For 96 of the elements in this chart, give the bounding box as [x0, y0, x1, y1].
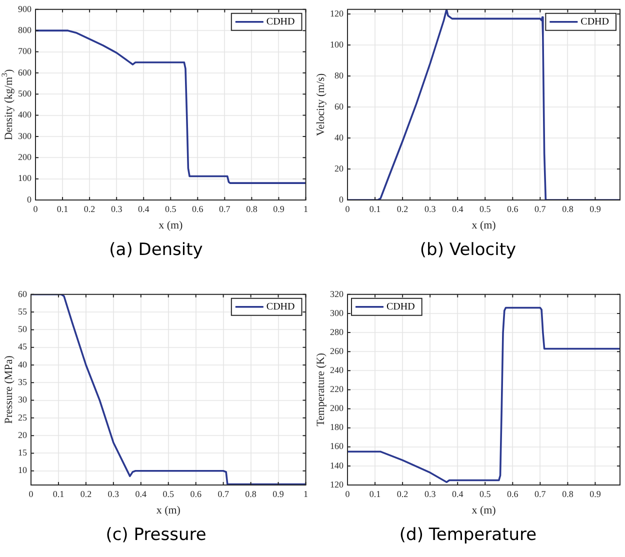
y-tick-label: 240 [330, 365, 344, 375]
y-tick-label: 60 [334, 101, 344, 112]
text: (b) Velocity [418, 240, 518, 260]
y-tick-label: 600 [18, 67, 32, 78]
y-tick-label: 120 [330, 479, 344, 490]
x-tick-label: 0.8 [245, 488, 257, 499]
y-tick-label: 15 [18, 448, 28, 458]
x-tick-label: 0 [33, 204, 38, 214]
x-tick-label: 0.2 [396, 488, 408, 499]
y-tick-label: 80 [334, 70, 344, 80]
y-tick-label: 900 [18, 4, 32, 14]
y-tick-label: 280 [330, 326, 344, 337]
x-tick-label: 0.1 [56, 204, 68, 214]
y-tick-label: 30 [18, 394, 28, 405]
y-tick-label: 25 [18, 412, 28, 422]
x-tick-label: 0.7 [534, 204, 546, 214]
y-tick-label: 160 [330, 441, 344, 452]
x-tick-label: 0.3 [424, 488, 436, 499]
y-tick-label: 320 [330, 288, 344, 299]
x-tick-label: 0 [345, 204, 350, 214]
y-tick-label: 260 [330, 346, 344, 356]
text: (d) Temperature [398, 525, 538, 545]
text: (c) Pressure [104, 525, 208, 545]
y-axis-title: Velocity (m/s) [314, 73, 327, 136]
x-tick-label: 0.6 [507, 204, 519, 214]
x-tick-label: 0.3 [424, 204, 436, 214]
text: (a) Density [108, 240, 204, 260]
x-tick-label: 0.9 [273, 204, 285, 214]
x-tick-label: 0.4 [138, 204, 150, 214]
x-tick-label: 0 [345, 488, 350, 499]
legend-label: CDHD [266, 302, 295, 313]
y-tick-label: 60 [18, 288, 28, 299]
y-tick-label: 10 [18, 465, 28, 476]
x-tick-label: 0.4 [452, 204, 464, 214]
legend-label: CDHD [266, 16, 295, 28]
y-tick-label: 20 [18, 430, 28, 440]
x-axis-title: x (m) [472, 219, 496, 232]
x-tick-label: 0.6 [192, 204, 204, 214]
x-tick-label: 0.9 [590, 488, 602, 499]
y-tick-label: 220 [330, 384, 344, 394]
x-tick-label: 0.5 [165, 204, 177, 214]
x-tick-label: 0.3 [110, 204, 123, 214]
x-tick-label: 0.3 [108, 488, 120, 499]
x-tick-label: 0.9 [272, 488, 284, 499]
y-tick-label: 0 [27, 194, 32, 204]
x-tick-label: 0.2 [84, 204, 96, 214]
x-tick-label: 0.9 [590, 204, 602, 214]
legend-label: CDHD [580, 16, 610, 28]
y-tick-label: 0 [339, 194, 344, 204]
x-tick-label: 0.8 [562, 204, 574, 214]
y-tick-label: 800 [18, 24, 32, 35]
y-tick-label: 50 [18, 324, 28, 334]
y-tick-label: 300 [330, 308, 344, 318]
x-tick-label: 0.4 [135, 488, 148, 499]
y-tick-label: 300 [18, 130, 32, 141]
x-tick-label: 0.7 [219, 204, 231, 214]
x-tick-label: 0.5 [480, 488, 492, 499]
y-tick-label: 40 [18, 359, 28, 370]
y-tick-label: 55 [18, 306, 28, 316]
x-tick-label: 0.1 [369, 204, 381, 214]
y-tick-label: 500 [18, 88, 32, 98]
y-tick-label: 140 [330, 460, 344, 470]
y-tick-label: 200 [18, 152, 32, 162]
y-tick-label: 400 [18, 110, 32, 120]
y-tick-label: 45 [18, 342, 28, 352]
y-tick-label: 200 [330, 403, 344, 414]
y-tick-label: 40 [334, 132, 344, 142]
y-tick-label: 100 [330, 39, 344, 50]
x-tick-label: 1 [304, 204, 308, 214]
x-axis-title: x (m) [158, 219, 184, 232]
y-tick-label: 35 [18, 377, 28, 387]
x-tick-label: 0.5 [162, 488, 174, 499]
x-tick-label: 0.2 [396, 204, 408, 214]
y-tick-label: 120 [330, 8, 344, 18]
x-tick-label: 1 [304, 488, 308, 499]
x-tick-label: 0.7 [534, 488, 546, 499]
y-tick-label: 20 [334, 163, 344, 174]
y-tick-label: 180 [330, 422, 344, 432]
y-axis-title: Temperature (K) [314, 352, 327, 426]
x-tick-label: 0.4 [452, 488, 464, 499]
x-tick-label: 0.5 [480, 204, 492, 214]
y-tick-label: 100 [18, 173, 32, 184]
x-tick-label: 0.6 [507, 488, 519, 499]
x-axis-title: x (m) [472, 504, 496, 516]
x-tick-label: 0.1 [52, 488, 64, 499]
x-tick-label: 0.8 [246, 204, 258, 214]
x-tick-label: 0.2 [80, 488, 92, 499]
legend-label: CDHD [386, 302, 415, 313]
x-axis-title: x (m) [156, 504, 181, 516]
y-axis-title: Density (kg/m3) [0, 68, 15, 140]
x-tick-label: 0.6 [190, 488, 202, 499]
x-tick-label: 0.8 [562, 488, 574, 499]
y-axis-title: Pressure (MPa) [2, 355, 15, 424]
x-tick-label: 0.7 [218, 488, 230, 499]
y-tick-label: 700 [18, 46, 32, 56]
x-tick-label: 0.1 [369, 488, 381, 499]
